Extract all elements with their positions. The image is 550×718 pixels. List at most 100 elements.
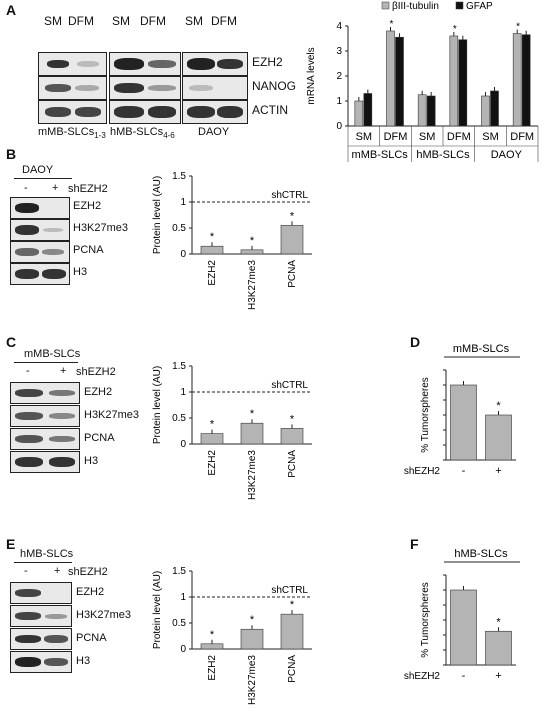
significance-mark: *	[210, 231, 215, 243]
panel-label-a: A	[6, 2, 17, 18]
bar-control	[450, 589, 477, 666]
blot-c-pcna	[10, 428, 80, 450]
significance-mark: *	[453, 24, 457, 35]
blot-e-h3	[10, 651, 72, 673]
row-label-pcna-e: PCNA	[76, 632, 107, 644]
panel-label-e: E	[6, 536, 16, 552]
bar-ezh2	[200, 433, 224, 445]
row-label-nanog-a: NANOG	[252, 79, 297, 93]
blot-a-ezh2-g3	[182, 52, 248, 76]
blot-e-ezh2	[10, 582, 72, 604]
row-label-h3-b: H3	[73, 266, 88, 278]
blot-c-h3k27me3	[10, 405, 80, 427]
y-tick-label: 0.5	[172, 413, 186, 424]
y-tick-label: 4	[336, 21, 342, 32]
y-tick-label: 1.5	[172, 171, 186, 182]
group-label-daoy-a: DAOY	[198, 126, 230, 138]
group-label-mmb-main: mMB-SLCs	[38, 126, 95, 138]
significance-mark: *	[210, 419, 215, 431]
panel-label-d: D	[410, 334, 421, 350]
panel-label-c: C	[6, 334, 17, 350]
chart-title: hMB-SLCs	[454, 548, 508, 560]
blot-a-ezh2-g1	[38, 52, 107, 76]
x-tick-label: DFM	[510, 131, 534, 143]
bar-GFAP-5	[521, 34, 531, 127]
blot-b-h3	[10, 263, 70, 285]
bar-IIItubulin-4	[481, 95, 490, 127]
x-tick-label: H3K27me3	[247, 260, 258, 310]
y-tick-label: 0	[336, 121, 342, 132]
significance-mark: *	[496, 400, 501, 412]
x-tick-label: EZH2	[207, 260, 218, 286]
blot-b-h3k27me3	[10, 219, 70, 241]
lane-label-dfm-1: DFM	[68, 14, 94, 28]
bar-h3k27me3	[240, 628, 264, 650]
reference-line-label: shCTRL	[271, 380, 308, 391]
significance-mark: *	[290, 210, 295, 222]
bar-pcna	[280, 613, 304, 650]
chart-title: mMB-SLCs	[453, 343, 510, 355]
y-tick-label: 1	[180, 387, 186, 398]
bar-ezh2	[200, 643, 224, 650]
lane-label-sm-3: SM	[185, 14, 203, 28]
x-tick-label: PCNA	[287, 260, 298, 288]
bar-pcna	[280, 428, 304, 445]
blot-b-pcna	[10, 241, 70, 263]
bar-h3k27me3	[240, 422, 264, 445]
y-tick-label: 3	[336, 46, 342, 57]
y-tick-label: 1	[336, 96, 342, 107]
bar-GFAP-1	[395, 36, 404, 127]
reference-line-label: shCTRL	[271, 585, 308, 596]
group-label-mmb-slcs-a: mMB-SLCs1-3	[38, 126, 106, 140]
bar-GFAP-0	[363, 93, 373, 127]
blot-e-pcna	[10, 628, 72, 650]
plus-label-e: +	[54, 565, 61, 577]
y-tick-label: 2	[336, 71, 342, 82]
blot-a-actin-g1	[38, 100, 107, 124]
cell-line-label-e: hMB-SLCs	[20, 548, 74, 560]
row-label-h3k27me3-e: H3K27me3	[76, 609, 132, 621]
significance-mark: *	[250, 408, 255, 420]
row-label-h3-e: H3	[76, 655, 91, 667]
bar-IIItubulin-0	[354, 100, 364, 127]
bar-GFAP-3	[458, 39, 468, 127]
x-tick-label: -	[462, 670, 466, 682]
bar-IIItubulin-5	[512, 33, 522, 127]
reference-line-label: shCTRL	[271, 190, 308, 201]
bar-control	[450, 384, 477, 461]
significance-mark: *	[496, 616, 501, 628]
x-tick-label: DFM	[384, 131, 408, 143]
y-tick-label: 0	[180, 439, 186, 450]
y-tick-label: 1.5	[172, 566, 186, 577]
group-label-hmb-slcs-a: hMB-SLCs4-6	[110, 126, 175, 140]
y-axis-label: % Tumorspheres	[420, 582, 431, 658]
y-tick-label: 0	[180, 249, 186, 260]
cell-line-underline-b	[14, 178, 72, 179]
y-axis-label: Protein level (AU)	[152, 176, 163, 254]
treatment-label-e: shEZH2	[68, 566, 108, 578]
plus-label-c: +	[60, 365, 67, 377]
row-label-h3k27me3-b: H3K27me3	[73, 222, 129, 234]
row-label-actin-a: ACTIN	[252, 103, 288, 117]
significance-mark: *	[250, 614, 255, 626]
group-label-hmb-sub: 4-6	[163, 131, 175, 141]
bar-ezh2	[200, 245, 224, 255]
group-label-mmb-sub: 1-3	[94, 131, 106, 141]
bar-h3k27me3	[240, 249, 264, 255]
significance-mark: *	[516, 22, 520, 33]
row-label-ezh2-c: EZH2	[84, 386, 113, 398]
group-label-1: hMB-SLCs	[416, 149, 470, 161]
blot-e-h3k27me3	[10, 605, 72, 627]
minus-label-c: -	[26, 365, 30, 377]
significance-mark: *	[290, 599, 295, 611]
lane-label-dfm-2: DFM	[140, 14, 166, 28]
group-label-0: mMB-SLCs	[352, 149, 409, 161]
legend-label-1: GFAP	[466, 1, 493, 12]
blot-a-ezh2-g2	[109, 52, 181, 76]
x-tick-label: +	[495, 465, 501, 477]
minus-label-e: -	[24, 565, 28, 577]
chart-f-tumorspheres: hMB-SLCs % Tumorspheres - * + shEZH2	[404, 548, 520, 682]
x-axis-label: shEZH2	[404, 671, 441, 682]
x-tick-label: EZH2	[207, 450, 218, 476]
y-axis-label: % Tumorspheres	[420, 377, 431, 453]
